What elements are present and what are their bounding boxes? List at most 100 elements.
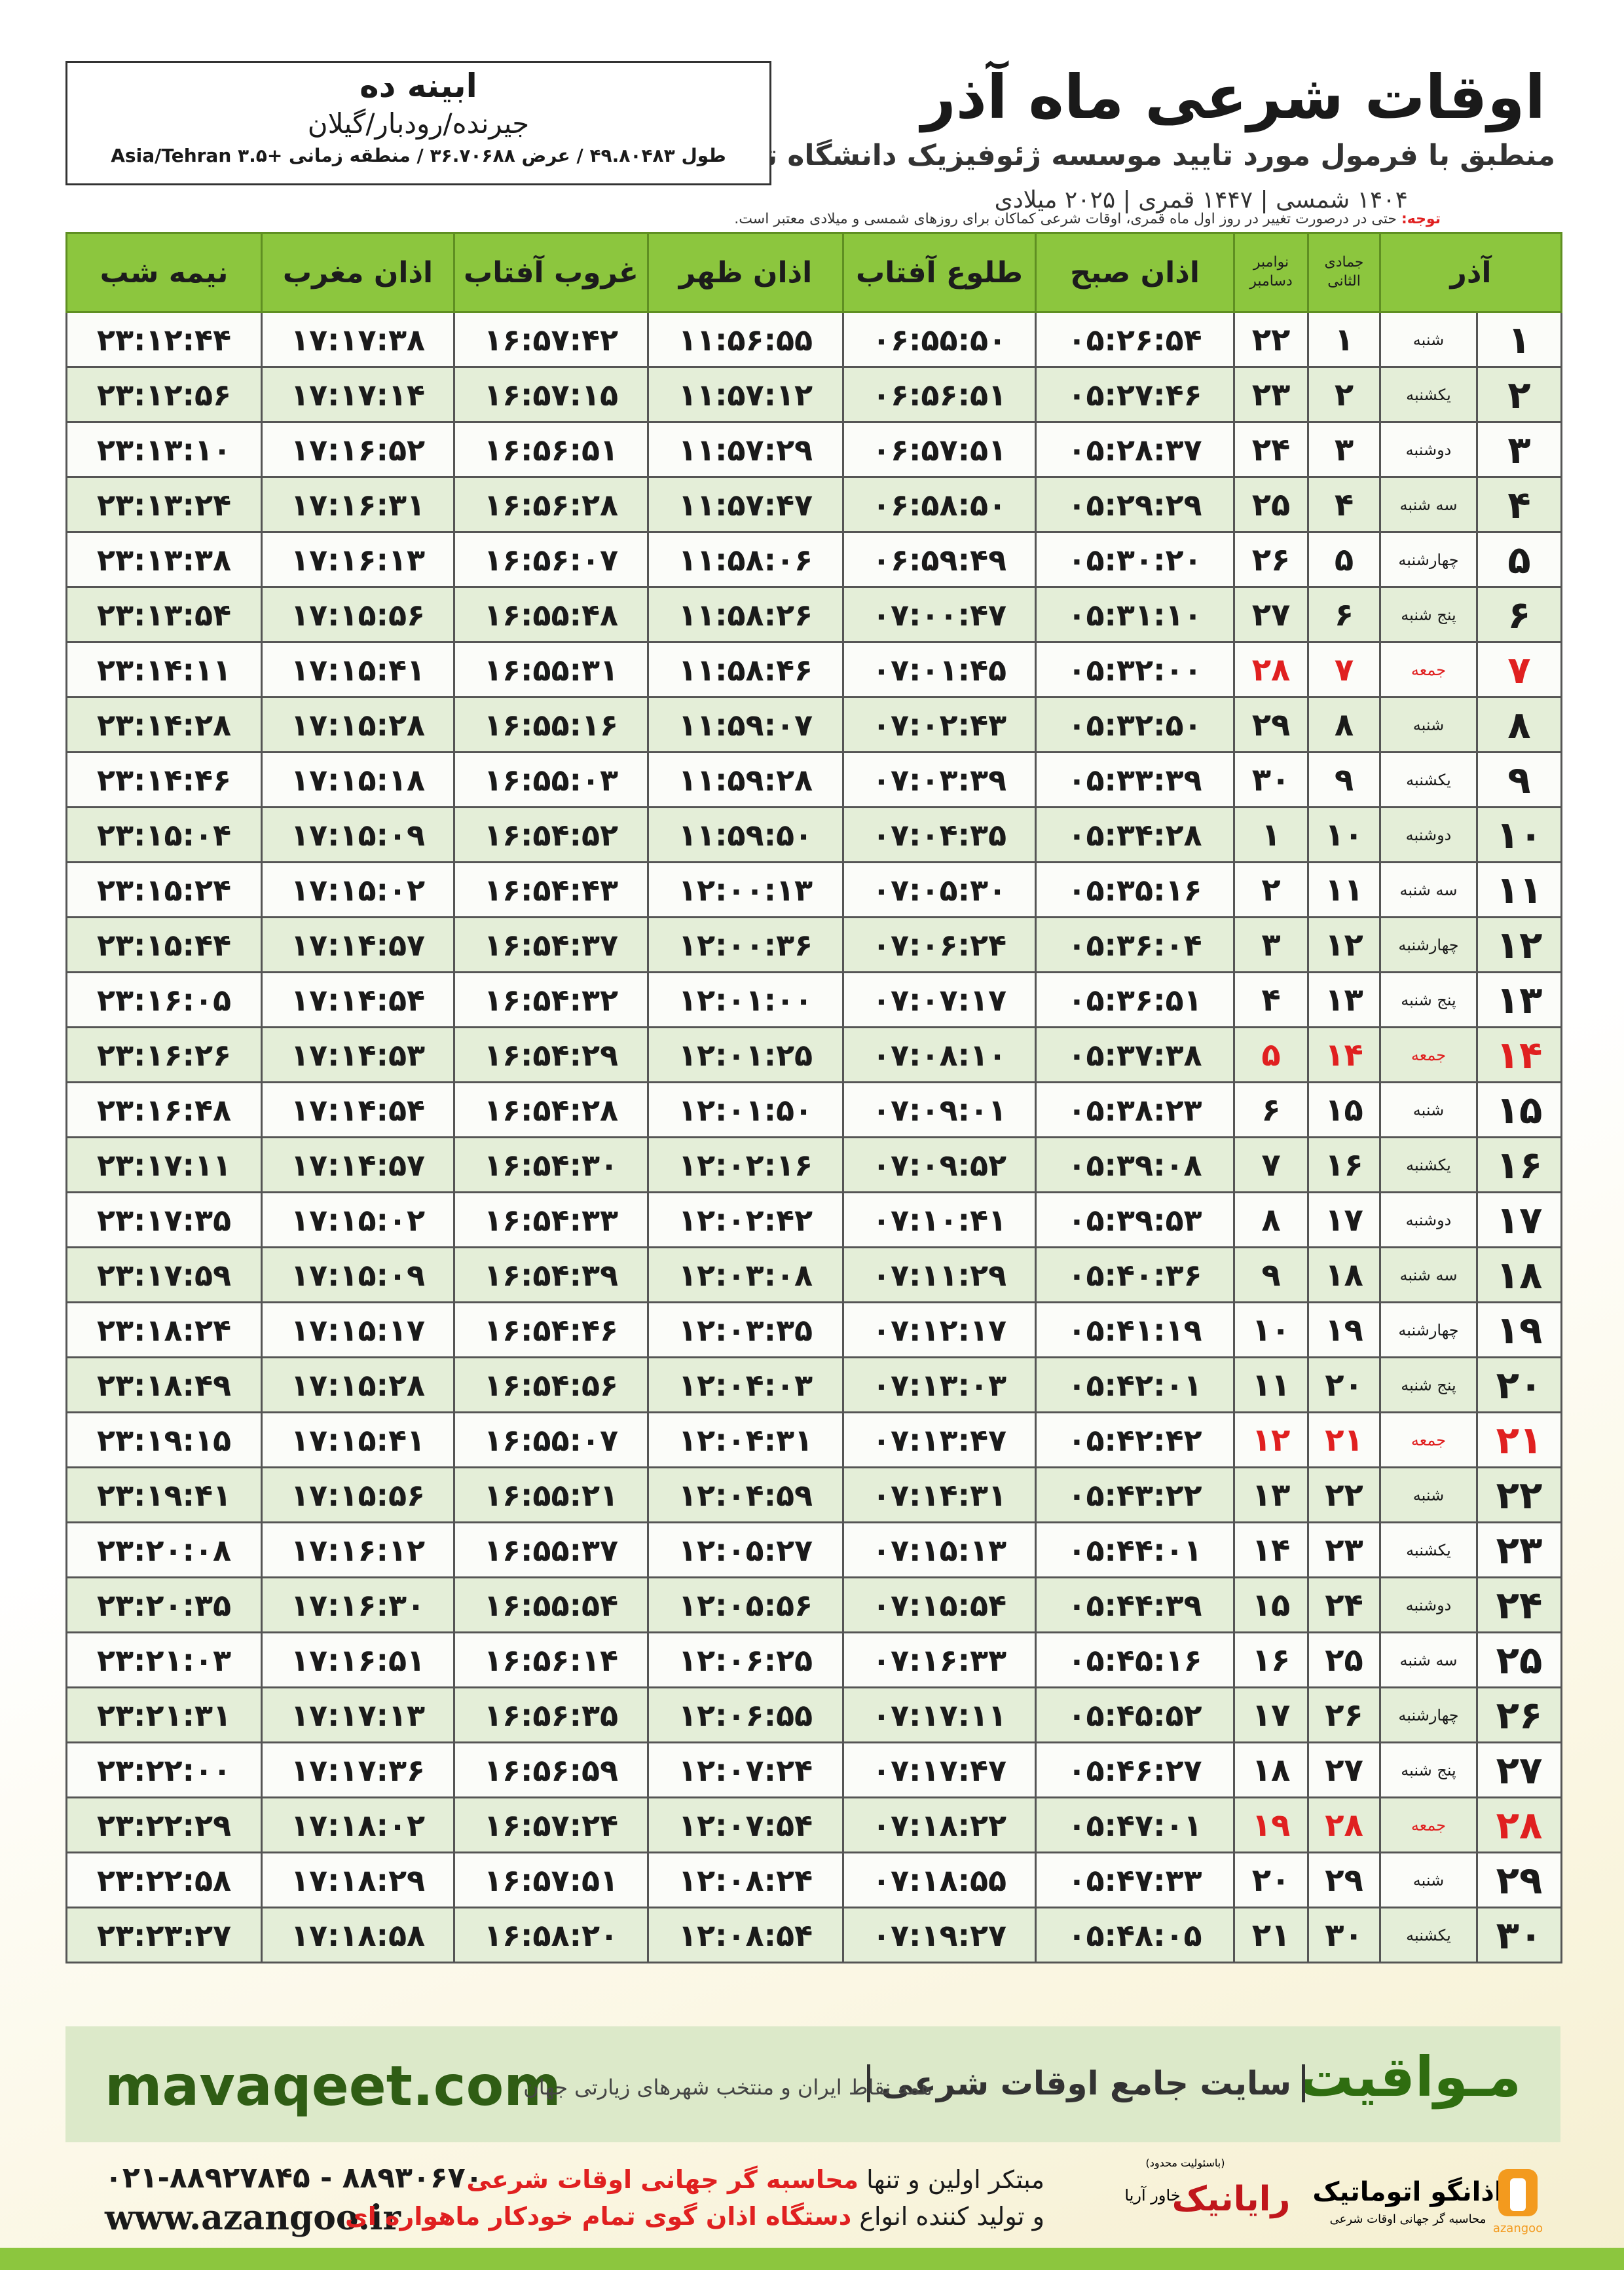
time: ۰۵:۴۴:۰۱ [1035,1521,1235,1578]
hijri-day: ۷ [1307,641,1381,698]
time: ۰۷:۱۰:۴۱ [842,1191,1037,1248]
time: ۱۶:۵۷:۵۱ [453,1851,649,1908]
time: ۰۷:۱۹:۲۷ [842,1907,1037,1963]
row: ۱۶ یکشنبه ۱۶ ۷ ۰۵:۳۹:۰۸ ۰۷:۰۹:۵۲ ۱۲:۰۲:۱۶ ۱۶:۵۴… [65,1136,1562,1193]
time: ۲۳:۱۳:۳۸ [65,531,263,588]
weekday: پنج شنبه [1379,586,1478,643]
time: ۱۶:۵۵:۴۸ [453,586,649,643]
time: ۲۳:۲۲:۲۹ [65,1796,263,1853]
day: ۲ [1476,366,1562,423]
weekday: دوشنبه [1379,1576,1478,1633]
greg-day: ۱۹ [1233,1796,1309,1853]
hijri-day: ۱۸ [1307,1246,1381,1303]
time: ۱۶:۵۵:۰۷ [453,1411,649,1468]
row: ۲۵ سه شنبه ۲۵ ۱۶ ۰۵:۴۵:۱۶ ۰۷:۱۶:۳۳ ۱۲:۰۶:۲۵ ۱۶:… [65,1631,1562,1688]
day: ۲۷ [1476,1741,1562,1798]
time: ۲۳:۱۲:۵۶ [65,366,263,423]
time: ۱۲:۰۴:۰۳ [647,1356,844,1413]
text: محاسبه گر جهانی اوقات شرعی [466,2165,859,2194]
time: ۰۷:۱۶:۳۳ [842,1631,1037,1688]
weekday: چهارشنبه [1379,916,1478,973]
time: ۱۷:۱۵:۰۲ [261,1191,455,1248]
time: ۰۵:۴۷:۳۳ [1035,1851,1235,1908]
banner-brand: مـواقیت [1298,2045,1521,2109]
day: ۱۷ [1476,1191,1562,1248]
greg-day: ۲۰ [1233,1851,1309,1908]
time: ۱۷:۱۵:۴۱ [261,641,455,698]
time: ۱۶:۵۸:۲۰ [453,1907,649,1963]
row: ۲۸ جمعه ۲۸ ۱۹ ۰۵:۴۷:۰۱ ۰۷:۱۸:۲۲ ۱۲:۰۷:۵۴ ۱۶:۵۷:… [65,1796,1562,1853]
greg-day: ۴ [1233,971,1309,1028]
weekday: جمعه [1379,641,1478,698]
weekday: پنج شنبه [1379,1356,1478,1413]
time: ۲۳:۱۴:۱۱ [65,641,263,698]
time: ۰۵:۴۵:۱۶ [1035,1631,1235,1688]
weekday: یکشنبه [1379,1907,1478,1963]
time: ۰۵:۳۹:۰۸ [1035,1136,1235,1193]
time: ۱۶:۵۶:۲۸ [453,476,649,533]
row: ۲ یکشنبه ۲ ۲۳ ۰۵:۲۷:۴۶ ۰۶:۵۶:۵۱ ۱۱:۵۷:۱۲ ۱۶:۵۷:… [65,366,1562,423]
time: ۱۶:۵۶:۰۷ [453,531,649,588]
time: ۰۵:۴۸:۰۵ [1035,1907,1235,1963]
site[interactable]: www.azangoo.ir [105,2198,401,2238]
weekday: شنبه [1379,696,1478,753]
row: ۲۹ شنبه ۲۹ ۲۰ ۰۵:۴۷:۳۳ ۰۷:۱۸:۵۵ ۱۲:۰۸:۲۴ ۱۶:۵۷:… [65,1851,1562,1908]
time: ۱۷:۱۶:۳۰ [261,1576,455,1633]
location-name: ابینه ده [360,67,477,105]
time: ۱۲:۰۶:۵۵ [647,1686,844,1743]
time: ۲۳:۲۳:۲۷ [65,1907,263,1963]
day: ۱۴ [1476,1026,1562,1083]
time: ۱۱:۵۹:۲۸ [647,751,844,808]
time: ۲۳:۱۹:۴۱ [65,1466,263,1523]
row: ۶ پنج شنبه ۶ ۲۷ ۰۵:۳۱:۱۰ ۰۷:۰۰:۴۷ ۱۱:۵۸:۲۶ ۱۶:۵… [65,586,1562,643]
time: ۲۳:۲۰:۳۵ [65,1576,263,1633]
row: ۲۳ یکشنبه ۲۳ ۱۴ ۰۵:۴۴:۰۱ ۰۷:۱۵:۱۳ ۱۲:۰۵:۲۷ ۱۶:۵… [65,1521,1562,1578]
greg-day: ۲۹ [1233,696,1309,753]
hijri-day: ۲۹ [1307,1851,1381,1908]
greg-month: دسامبر [1249,273,1293,289]
time: ۲۳:۱۷:۵۹ [65,1246,263,1303]
time: ۰۷:۱۳:۰۳ [842,1356,1037,1413]
time: ۱۲:۰۱:۵۰ [647,1081,844,1138]
hijri-day: ۱۵ [1307,1081,1381,1138]
weekday: شنبه [1379,311,1478,368]
time: ۰۵:۲۸:۳۷ [1035,421,1235,478]
column-header: غروب آفتاب [453,232,649,313]
time: ۱۶:۵۴:۴۶ [453,1301,649,1358]
day: ۱۱ [1476,861,1562,918]
hijri-day: ۲۸ [1307,1796,1381,1853]
time: ۲۳:۱۷:۱۱ [65,1136,263,1193]
logo-sub: خاور آریا [1124,2186,1180,2205]
weekday: چهارشنبه [1379,531,1478,588]
day: ۱۰ [1476,806,1562,863]
prayer-table: آذر جمادی الثانی نوامبر دسامبر اذان صبح طل… [65,232,1562,1963]
row: ۴ سه شنبه ۴ ۲۵ ۰۵:۲۹:۲۹ ۰۶:۵۸:۵۰ ۱۱:۵۷:۴۷ ۱۶:۵۶… [65,476,1562,533]
greg-day: ۳۰ [1233,751,1309,808]
row: ۲۱ جمعه ۲۱ ۱۲ ۰۵:۴۲:۴۲ ۰۷:۱۳:۴۷ ۱۲:۰۴:۳۱ ۱۶:۵۵:… [65,1411,1562,1468]
row: ۱۷ دوشنبه ۱۷ ۸ ۰۵:۳۹:۵۳ ۰۷:۱۰:۴۱ ۱۲:۰۲:۴۲ ۱۶:۵۴… [65,1191,1562,1248]
banner-subline: همه نقاط ایران و منتخب شهرهای زیارتی جها… [523,2075,932,2100]
time: ۱۲:۰۸:۲۴ [647,1851,844,1908]
hijri-day: ۲ [1307,366,1381,423]
title: اوقات شرعی ماه آذر [921,62,1545,132]
time: ۱۷:۱۵:۰۲ [261,861,455,918]
day: ۱۵ [1476,1081,1562,1138]
weekday: سه شنبه [1379,1246,1478,1303]
row: ۲۷ پنج شنبه ۲۷ ۱۸ ۰۵:۴۶:۲۷ ۰۷:۱۷:۴۷ ۱۲:۰۷:۲۴ ۱۶… [65,1741,1562,1798]
time: ۲۳:۱۶:۲۶ [65,1026,263,1083]
greg-day: ۱۰ [1233,1301,1309,1358]
logo-note: (باسئولیت محدود) [1146,2157,1225,2170]
column-header: اذان مغرب [261,232,455,313]
greg-day: ۱۲ [1233,1411,1309,1468]
banner-url[interactable]: mavaqeet.com [105,2054,561,2118]
hijri-day: ۲۴ [1307,1576,1381,1633]
time: ۰۵:۳۹:۵۳ [1035,1191,1235,1248]
hijri-day: ۲۰ [1307,1356,1381,1413]
time: ۱۶:۵۴:۳۳ [453,1191,649,1248]
day: ۵ [1476,531,1562,588]
greg-month: نوامبر [1253,254,1289,271]
weekday: شنبه [1379,1081,1478,1138]
day: ۲۳ [1476,1521,1562,1578]
time: ۱۶:۵۵:۳۱ [453,641,649,698]
time: ۱۱:۵۷:۲۹ [647,421,844,478]
